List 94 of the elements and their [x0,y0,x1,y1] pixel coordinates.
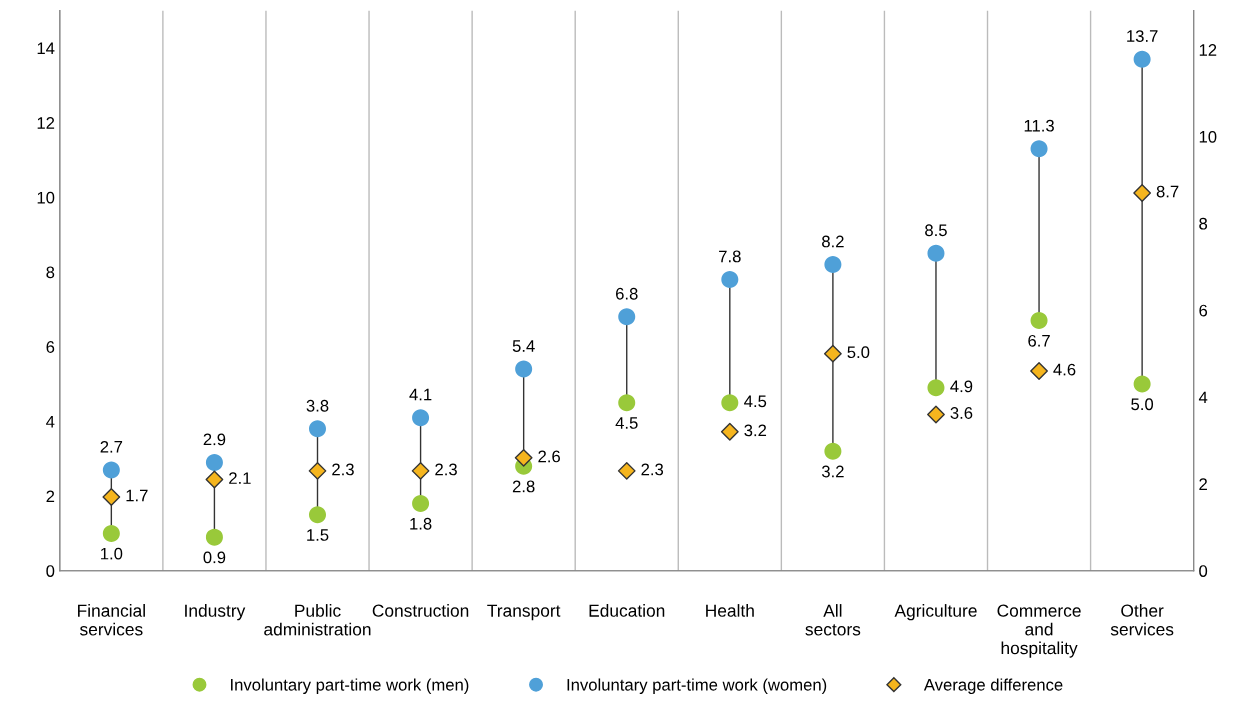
point [617,461,636,480]
data-label: 3.6 [950,407,973,419]
x-tick-label: Health [706,604,754,617]
point [1133,184,1152,202]
y2-tick-label: 2 [1199,478,1207,490]
data-label: 2.3 [641,463,664,476]
x-tick-label: Public administration [264,604,371,636]
y2-tick-label: 8 [1199,217,1208,230]
x-tick-label: Commerce and hospitality [997,604,1081,658]
data-label: 2.9 [203,433,226,446]
data-label: 2.6 [538,450,560,463]
x-tick-label: Education [589,604,665,617]
data-label: 3.8 [306,399,329,412]
data-label: 2.3 [332,463,354,476]
point [618,308,636,326]
y-tick-label: 10 [37,191,55,204]
y-tick-label: 2 [46,490,55,503]
point [205,470,224,489]
x-tick-label: All sectors [805,604,861,636]
data-label: 0.9 [203,551,226,564]
y-tick-label: 6 [46,341,55,353]
data-label: 5.0 [847,346,870,359]
data-label: 8.5 [925,224,947,237]
data-label: 4.9 [950,380,973,393]
point [1030,362,1048,380]
point [618,394,636,412]
data-label: 5.4 [512,340,535,352]
legend-label: Average difference [923,678,1063,694]
data-label: 11.3 [1024,119,1054,132]
data-label: 8.2 [822,235,844,248]
data-label: 8.7 [1156,185,1179,198]
y2-tick-label: 10 [1199,130,1217,143]
data-label: 4.5 [615,417,638,429]
point [1030,312,1048,330]
point [927,405,945,424]
y-tick-label: 12 [37,117,55,129]
data-label: 1.7 [126,489,148,502]
legend-label: Involuntary part-time work (men) [231,678,469,694]
x-tick-label: Financial services [78,604,145,636]
point [412,495,430,513]
data-label: 4.6 [1053,363,1076,376]
x-tick-label: Construction [372,604,469,617]
point [308,461,327,480]
y2-tick-label: 0 [1199,565,1208,577]
point [514,448,533,467]
y2-tick-label: 4 [1198,391,1208,404]
x-tick-label: Other services [1110,604,1174,636]
point [1133,375,1151,393]
data-label: 5.0 [1131,398,1154,411]
point [205,528,223,546]
point [102,488,121,506]
point [824,442,842,460]
point [309,420,327,438]
data-label: 6.8 [616,287,638,300]
point [927,379,945,397]
y2-tick-label: 6 [1199,304,1208,317]
point [721,394,739,412]
x-tick-label: Industry [185,604,246,621]
data-label: 7.8 [719,250,741,263]
legend-label: Involuntary part-time work (women) [567,678,827,694]
data-label: 4.5 [744,395,767,408]
x-tick-label: Transport [487,604,561,621]
data-label: 3.2 [821,465,844,478]
x-tick-label: Agriculture [894,604,977,621]
y-tick-label: 4 [46,415,55,428]
data-label: 2.3 [435,463,457,476]
data-label: 6.7 [1028,334,1050,347]
point [1133,50,1151,68]
point [927,244,945,262]
point [721,270,739,288]
point [515,360,533,378]
y2-tick-label: 12 [1199,44,1217,56]
data-label: 2.7 [100,440,123,453]
point [411,461,430,480]
y-tick-label: 14 [37,42,55,55]
data-label: 1.0 [101,547,123,560]
data-label: 2.8 [512,480,535,493]
data-label: 13.7 [1127,30,1158,42]
point [720,422,739,441]
point [823,344,842,363]
point [102,524,120,542]
point [205,453,223,471]
y-tick-label: 0 [46,565,55,577]
data-label: 2.1 [229,472,251,484]
point [412,409,430,427]
point [1030,140,1048,158]
y-tick-label: 8 [46,266,55,279]
point [824,256,842,274]
point [102,461,120,479]
data-label: 4.1 [409,388,432,401]
data-label: 1.5 [307,529,329,541]
data-label: 3.2 [744,424,767,437]
data-label: 1.8 [410,517,432,530]
point [309,506,327,524]
